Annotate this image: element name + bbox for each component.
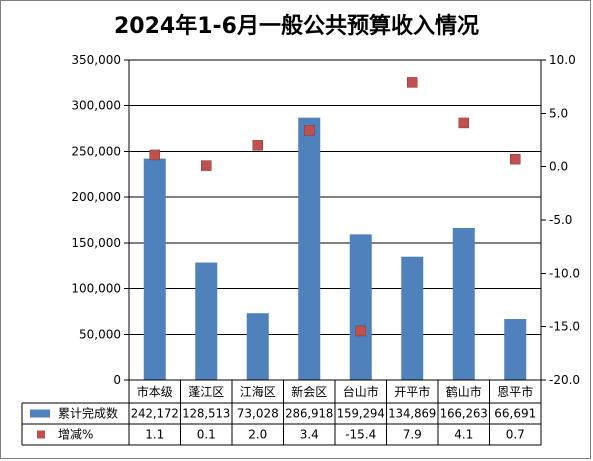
data-label-scatter: 4.1 (454, 428, 473, 442)
y-left-tick-label: 150,000 (71, 236, 121, 250)
legend-key-scatter (37, 430, 45, 439)
category-label: 开平市 (394, 384, 430, 399)
bar (298, 117, 321, 380)
y-left-tick-label: 350,000 (71, 53, 121, 67)
y-left-tick-label: 0 (113, 373, 121, 387)
scatter-point (510, 153, 521, 165)
y-right-tick-label: 0.0 (549, 160, 568, 174)
y-left-tick-label: 50,000 (79, 327, 121, 341)
scatter-point (355, 325, 366, 337)
y-left-tick-label: 200,000 (71, 190, 121, 204)
legend-key-bar (30, 409, 50, 418)
bar (452, 227, 475, 380)
category-label: 蓬江区 (188, 385, 224, 399)
scatter-point (304, 125, 315, 136)
category-label: 江海区 (240, 384, 276, 399)
category-label: 鹤山市 (446, 384, 482, 399)
data-label-bar: 159,294 (337, 407, 385, 421)
y-left-tick-label: 250,000 (71, 144, 121, 158)
y-right-tick-label: -5.0 (549, 213, 572, 227)
data-label-bar: 73,028 (237, 407, 279, 421)
bar (349, 234, 372, 380)
bar (246, 313, 269, 380)
data-label-bar: 286,918 (285, 407, 333, 421)
scatter-point (201, 160, 212, 171)
y-right-tick-label: 10.0 (549, 53, 576, 67)
data-label-scatter: 0.7 (506, 428, 525, 442)
data-label-scatter: 3.4 (300, 428, 319, 442)
data-label-bar: 242,172 (131, 407, 179, 421)
data-label-scatter: -15.4 (345, 428, 376, 442)
y-right-tick-label: -15.0 (549, 320, 580, 334)
y-right-tick-label: 5.0 (549, 106, 568, 120)
bar (195, 262, 218, 380)
y-right-tick-label: -10.0 (549, 266, 580, 280)
bar (401, 256, 424, 380)
scatter-point (407, 77, 418, 88)
bar (143, 158, 166, 380)
data-label-bar: 134,869 (388, 407, 436, 421)
scatter-point (149, 149, 160, 161)
data-label-scatter: 7.9 (403, 428, 422, 442)
data-label-bar: 128,513 (182, 407, 230, 421)
category-label: 新会区 (291, 384, 327, 399)
y-right-tick-label: -20.0 (549, 373, 580, 387)
data-label-bar: 166,263 (440, 407, 488, 421)
scatter-point (458, 117, 469, 129)
data-label-scatter: 1.1 (145, 428, 164, 442)
y-left-tick-label: 100,000 (71, 282, 121, 296)
category-label: 恩平市 (497, 384, 533, 399)
chart-title: 2024年1-6月一般公共预算收入情况 (114, 14, 479, 39)
scatter-point (252, 140, 263, 151)
data-label-scatter: 0.1 (197, 428, 216, 442)
legend-label-bar: 累计完成数 (58, 406, 118, 421)
data-label-scatter: 2.0 (248, 428, 267, 442)
legend-label-scatter: 增减% (58, 428, 93, 442)
y-left-tick-label: 300,000 (71, 99, 121, 113)
category-label: 台山市 (343, 384, 379, 399)
data-label-bar: 66,691 (494, 407, 536, 421)
category-label: 市本级 (137, 384, 173, 399)
bar (504, 319, 527, 380)
